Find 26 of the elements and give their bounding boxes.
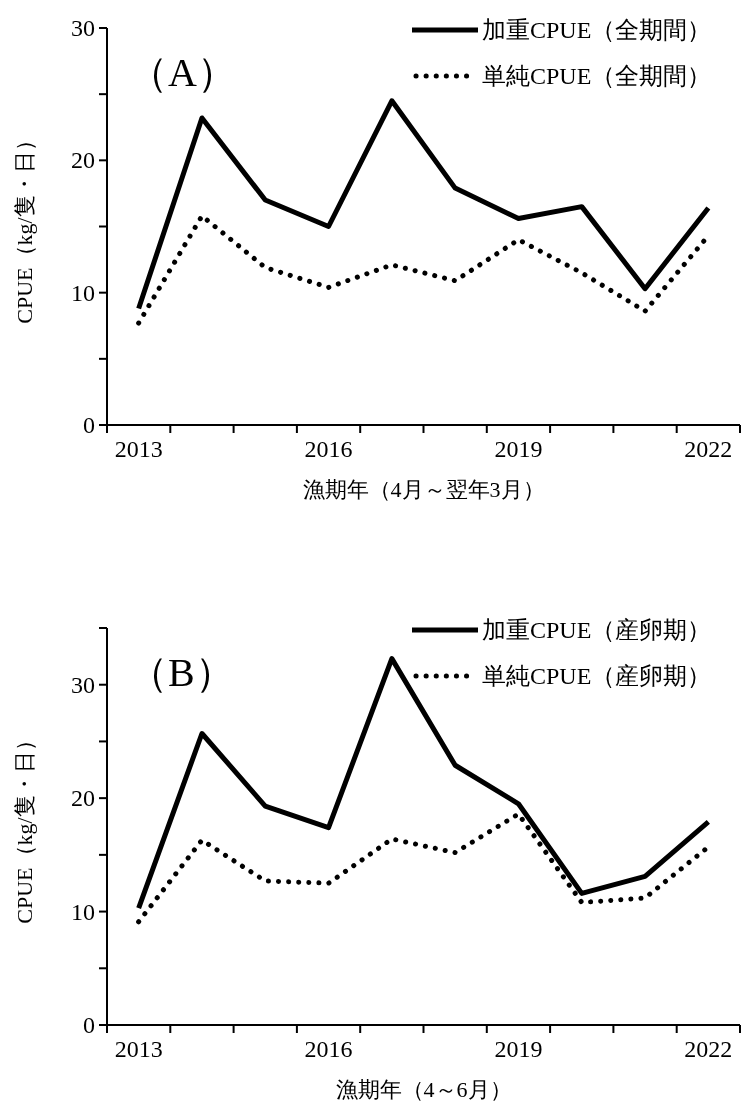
y-tick-label: 10 bbox=[71, 898, 95, 925]
y-tick-label: 10 bbox=[71, 279, 95, 306]
legend-label: 加重CPUE（産卵期） bbox=[482, 617, 712, 643]
y-axis-title: CPUE（kg/隻・日） bbox=[12, 129, 37, 324]
y-tick-label: 0 bbox=[83, 1012, 95, 1038]
x-tick-label: 2022 bbox=[684, 1036, 733, 1062]
x-tick-label: 2019 bbox=[494, 1036, 543, 1062]
x-tick-label: 2013 bbox=[114, 436, 163, 462]
y-tick-label: 20 bbox=[71, 785, 95, 812]
x-axis-title: 漁期年（4～6月） bbox=[335, 1077, 512, 1102]
x-tick-label: 2013 bbox=[114, 1036, 163, 1062]
y-tick-label: 0 bbox=[83, 412, 95, 438]
y-tick-label: 30 bbox=[71, 671, 95, 698]
text: （A） bbox=[128, 50, 237, 95]
x-axis-title: 漁期年（4月～翌年3月） bbox=[302, 477, 545, 502]
x-tick-label: 2022 bbox=[684, 436, 733, 462]
legend-label: 単純CPUE（全期間） bbox=[482, 63, 712, 89]
y-axis-title: CPUE（kg/隻・日） bbox=[12, 729, 37, 924]
text: （B） bbox=[128, 650, 235, 695]
legend-label: 単純CPUE（産卵期） bbox=[482, 663, 712, 689]
legend-label: 加重CPUE（全期間） bbox=[482, 17, 712, 43]
x-tick-label: 2016 bbox=[304, 1036, 353, 1062]
y-tick-label: 30 bbox=[71, 15, 95, 41]
x-tick-label: 2019 bbox=[494, 436, 543, 462]
x-tick-label: 2016 bbox=[304, 436, 353, 462]
y-tick-label: 20 bbox=[71, 147, 95, 174]
